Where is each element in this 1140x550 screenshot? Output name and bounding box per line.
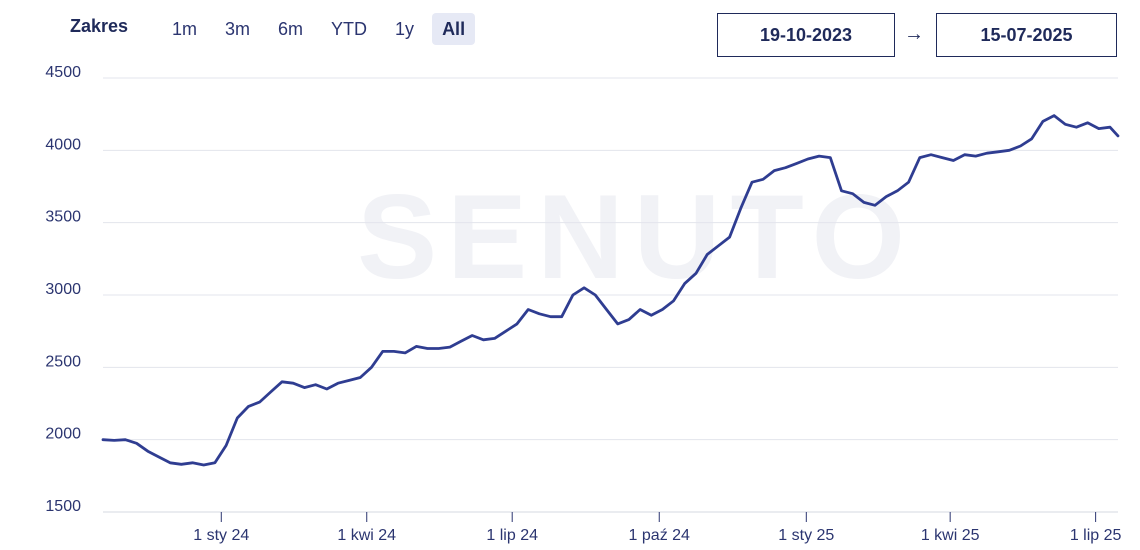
y-tick-label: 4500 bbox=[45, 64, 81, 81]
range-all-button[interactable]: All bbox=[432, 13, 476, 45]
date-to-field[interactable]: 15-07-2025 bbox=[936, 13, 1117, 57]
y-tick-label: 1500 bbox=[45, 498, 81, 515]
arrow-right-icon: → bbox=[904, 23, 924, 45]
y-axis: 4500 4000 3500 3000 2500 2000 1500 bbox=[45, 64, 81, 515]
x-tick-label: 1 sty 25 bbox=[778, 527, 834, 544]
series-line bbox=[101, 114, 1120, 467]
x-tick-label: 1 kwi 25 bbox=[921, 527, 980, 544]
x-tick-label: 1 paź 24 bbox=[629, 527, 690, 544]
range-1m-button[interactable]: 1m bbox=[172, 19, 198, 39]
range-1y-button[interactable]: 1y bbox=[395, 19, 415, 39]
range-3m-button[interactable]: 3m bbox=[225, 19, 251, 39]
x-tick-label: 1 lip 24 bbox=[486, 527, 538, 544]
range-6m-button[interactable]: 6m bbox=[278, 19, 304, 39]
y-tick-label: 4000 bbox=[45, 136, 81, 153]
x-tick-label: 1 sty 24 bbox=[193, 527, 249, 544]
range-label: Zakres bbox=[70, 16, 129, 36]
range-toolbar: Zakres 1m 3m 6m YTD 1y All 19-10-2023 → … bbox=[0, 0, 1140, 70]
y-tick-label: 2500 bbox=[45, 353, 81, 370]
x-tick-label: 1 kwi 24 bbox=[337, 527, 396, 544]
x-tick-label: 1 lip 25 bbox=[1070, 527, 1122, 544]
y-tick-label: 3000 bbox=[45, 281, 81, 298]
grid-lines bbox=[103, 77, 1118, 513]
watermark: SENUTO bbox=[357, 170, 915, 304]
y-tick-label: 2000 bbox=[45, 426, 81, 443]
date-from-field[interactable]: 19-10-2023 bbox=[717, 13, 895, 57]
range-ytd-button[interactable]: YTD bbox=[331, 19, 368, 39]
range-buttons: 1m 3m 6m YTD 1y All bbox=[162, 13, 483, 45]
x-axis: 1 sty 24 1 kwi 24 1 lip 24 1 paź 24 1 sty 25… bbox=[193, 512, 1122, 544]
y-tick-label: 3500 bbox=[45, 209, 81, 226]
